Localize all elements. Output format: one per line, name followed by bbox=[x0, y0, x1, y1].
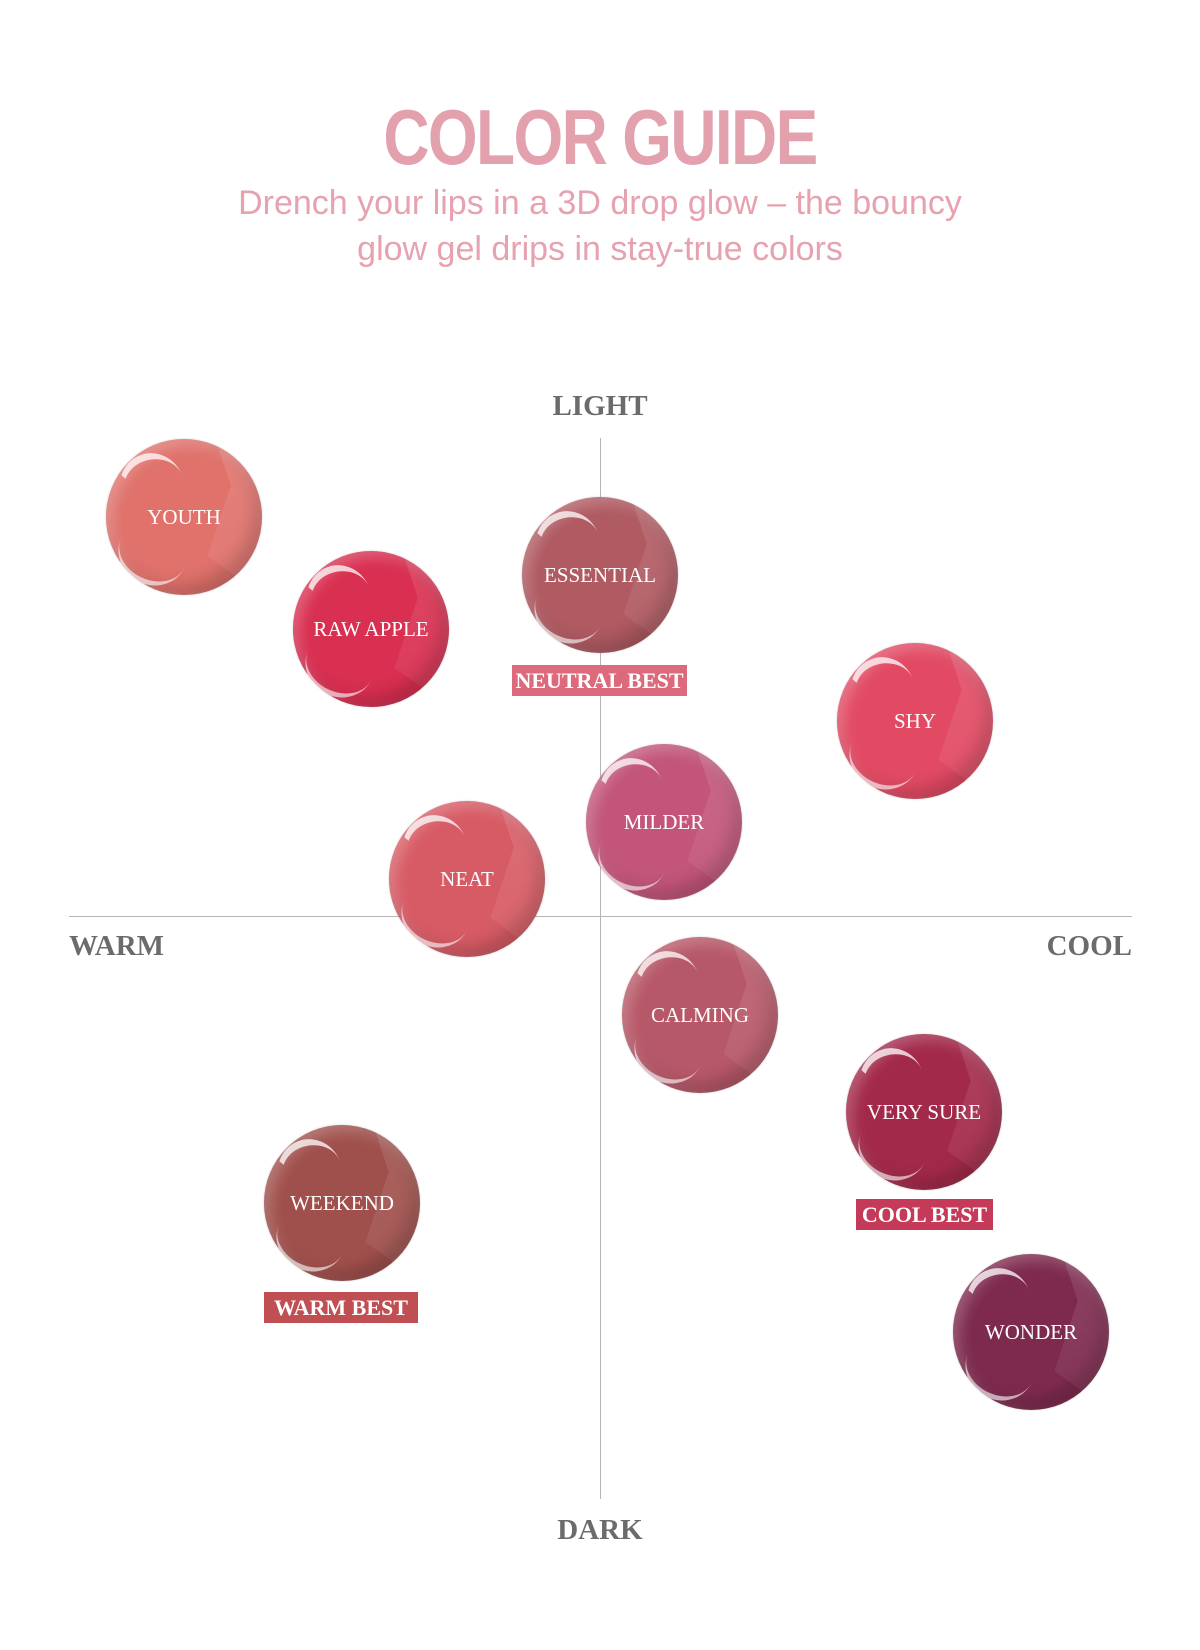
swatch-label: SHY bbox=[893, 708, 936, 733]
axis-label-warm: WARM bbox=[69, 930, 165, 962]
swatch-youth: YOUTH bbox=[106, 439, 262, 595]
axis-label-cool: COOL bbox=[1046, 930, 1132, 962]
page-title: COLOR GUIDE bbox=[383, 93, 818, 181]
swatch-essential: ESSENTIAL bbox=[522, 497, 678, 653]
swatch-shy: SHY bbox=[837, 643, 993, 799]
badge-neutral-best: NEUTRAL BEST bbox=[512, 665, 687, 696]
swatch-label: VERY SURE bbox=[866, 1099, 982, 1124]
swatch-label: RAW APPLE bbox=[313, 616, 429, 641]
swatch-calming: CALMING bbox=[622, 937, 778, 1093]
swatch-label: YOUTH bbox=[147, 504, 221, 529]
swatch-label: MILDER bbox=[623, 809, 705, 834]
axis-label-light: LIGHT bbox=[552, 390, 648, 422]
swatch-label: ESSENTIAL bbox=[544, 562, 656, 587]
badge-cool-best: COOL BEST bbox=[856, 1199, 993, 1230]
swatch-milder: MILDER bbox=[586, 744, 742, 900]
vertical-axis-line bbox=[600, 438, 601, 1499]
swatch-neat: NEAT bbox=[389, 801, 545, 957]
swatch-label: CALMING bbox=[651, 1002, 749, 1027]
swatch-very-sure: VERY SURE bbox=[846, 1034, 1002, 1190]
subtitle-line-1: Drench your lips in a 3D drop glow – the… bbox=[238, 184, 962, 222]
badge-warm-best: WARM BEST bbox=[264, 1292, 418, 1323]
axis-label-dark: DARK bbox=[557, 1514, 643, 1546]
swatch-label: NEAT bbox=[440, 866, 494, 891]
swatch-raw-apple: RAW APPLE bbox=[293, 551, 449, 707]
swatch-wonder: WONDER bbox=[953, 1254, 1109, 1410]
swatch-weekend: WEEKEND bbox=[264, 1125, 420, 1281]
horizontal-axis-line bbox=[69, 916, 1132, 917]
subtitle-line-2: glow gel drips in stay-true colors bbox=[357, 230, 843, 268]
swatch-label: WEEKEND bbox=[290, 1190, 394, 1215]
swatch-label: WONDER bbox=[984, 1319, 1078, 1344]
